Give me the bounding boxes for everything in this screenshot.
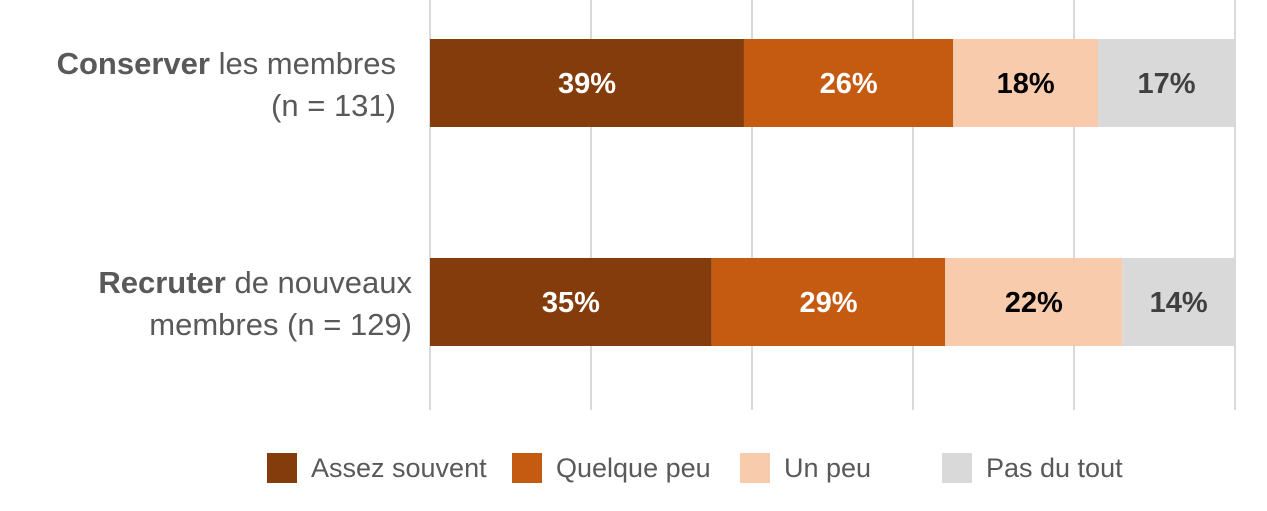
- category-labels: Conserver les membres (n = 131) Recruter d…: [57, 46, 413, 342]
- legend: Assez souvent Quelque peu Un peu Pas du tou…: [267, 453, 1123, 483]
- data-label: 14%: [1150, 287, 1208, 319]
- category-label: Recruter de nouveaux: [98, 265, 412, 300]
- category-label-bold: Recruter: [98, 265, 226, 300]
- data-label: 29%: [799, 287, 857, 319]
- bar-segment: [953, 39, 1099, 127]
- bar-segment: [1098, 39, 1235, 127]
- legend-swatch: [512, 453, 542, 483]
- category-label-line2: (n = 131): [271, 88, 396, 123]
- legend-label: Un peu: [784, 453, 871, 483]
- legend-swatch: [267, 453, 297, 483]
- legend-swatch: [942, 453, 972, 483]
- legend-label: Quelque peu: [556, 453, 711, 483]
- bar-segment: [743, 39, 954, 127]
- category-label-bold: Conserver: [57, 46, 210, 81]
- bar-segment: [711, 258, 946, 346]
- data-label: 17%: [1138, 68, 1196, 100]
- bar-segment: [430, 39, 744, 127]
- bar-segment: [1122, 258, 1235, 346]
- bar-segment: [945, 258, 1123, 346]
- category-label-rest: les membres: [210, 46, 396, 81]
- legend-label: Assez souvent: [311, 453, 487, 483]
- data-label: 35%: [542, 287, 600, 319]
- category-label-line2: membres (n = 129): [149, 307, 412, 342]
- legend-swatch: [740, 453, 770, 483]
- data-label: 22%: [1005, 287, 1063, 319]
- category-label-rest: de nouveaux: [226, 265, 413, 300]
- data-label: 39%: [558, 68, 616, 100]
- bar-segment: [430, 258, 712, 346]
- legend-label: Pas du tout: [986, 453, 1123, 483]
- category-label: Conserver les membres: [57, 46, 396, 81]
- data-label: 18%: [997, 68, 1055, 100]
- data-label: 26%: [820, 68, 878, 100]
- bars: 39% 26% 18% 17% 35% 29% 22% 14%: [430, 39, 1235, 346]
